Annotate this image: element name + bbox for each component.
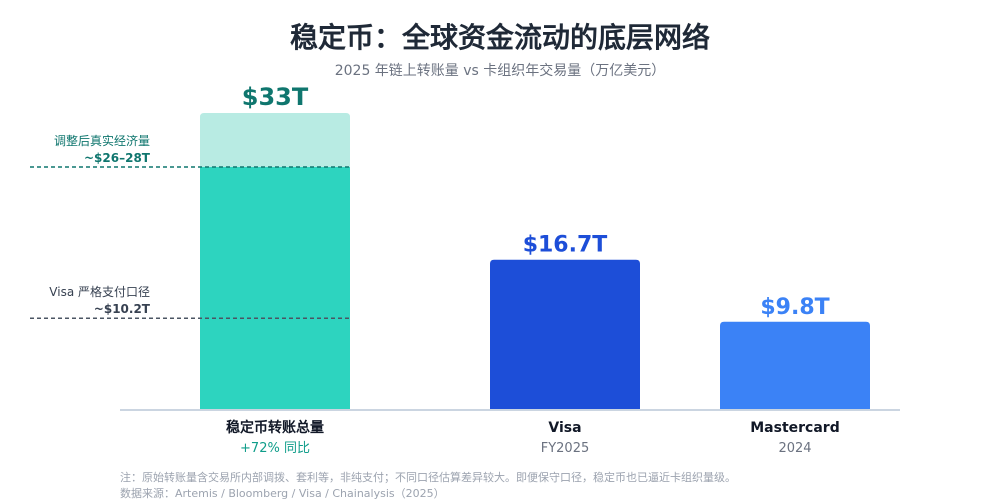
chart-title: 稳定币：全球资金流动的底层网络 — [289, 21, 710, 54]
bar-visa — [490, 259, 640, 410]
reference-label: Visa 严格支付口径 — [49, 284, 150, 299]
reference-label: 调整后真实经济量 — [54, 133, 150, 148]
category-sublabel: +72% 同比 — [240, 441, 310, 456]
value-label: $33T — [242, 83, 309, 111]
category-label: Mastercard — [750, 420, 839, 436]
chart-footer: 注：原始转账量含交易所内部调拨、套利等，非纯支付；不同口径估算差异较大。即便保守… — [120, 470, 980, 502]
category-sublabel: 2024 — [778, 441, 811, 456]
footer-note: 注：原始转账量含交易所内部调拨、套利等，非纯支付；不同口径估算差异较大。即便保守… — [120, 471, 736, 484]
category-label: Visa — [548, 420, 581, 436]
category-label: 稳定币转账总量 — [226, 419, 324, 436]
reference-value: ~$10.2T — [94, 302, 151, 316]
value-label: $16.7T — [523, 233, 608, 258]
reference-value: ~$26–28T — [84, 151, 151, 165]
footer-source: 数据来源：Artemis / Bloomberg / Visa / Chaina… — [120, 487, 445, 500]
chart-subtitle: 2025 年链上转账量 vs 卡组织年交易量（万亿美元） — [334, 63, 666, 79]
category-sublabel: FY2025 — [541, 441, 590, 456]
value-label: $9.8T — [760, 295, 829, 320]
bar-stablecoin-adjusted — [200, 167, 350, 410]
bar-mastercard — [720, 321, 870, 410]
bar-chart: $33T 稳定币转账总量 +72% 同比 $16.7T Visa FY2025 $9.8T M… — [30, 83, 900, 456]
